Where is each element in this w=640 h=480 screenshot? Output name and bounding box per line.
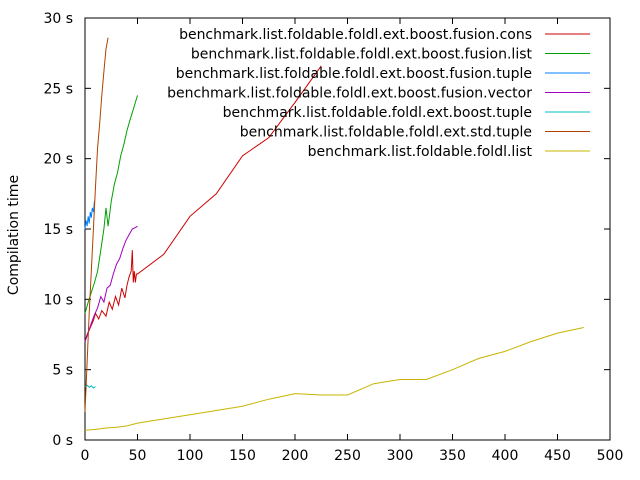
y-tick-label: 5 s bbox=[52, 363, 73, 379]
x-tick-label: 200 bbox=[282, 448, 309, 464]
y-tick-label: 25 s bbox=[43, 81, 73, 97]
legend-label: benchmark.list.foldable.foldl.ext.std.tu… bbox=[240, 125, 532, 141]
x-tick-label: 150 bbox=[229, 448, 256, 464]
y-tick-label: 10 s bbox=[43, 292, 73, 308]
legend-label: benchmark.list.foldable.foldl.list bbox=[308, 144, 533, 160]
legend-label: benchmark.list.foldable.foldl.ext.boost.… bbox=[179, 27, 532, 43]
x-tick-label: 250 bbox=[334, 448, 361, 464]
series-line bbox=[84, 200, 95, 230]
legend-label: benchmark.list.foldable.foldl.ext.boost.… bbox=[223, 105, 532, 121]
x-tick-label: 400 bbox=[492, 448, 519, 464]
x-tick-label: 50 bbox=[129, 448, 147, 464]
y-tick-label: 20 s bbox=[43, 152, 73, 168]
plot-area: 0 50 100 150 200 250 300 350 400 450 500 0 s 5 s 10 s… bbox=[43, 11, 623, 464]
series-line bbox=[84, 65, 322, 342]
series-line bbox=[84, 37, 109, 412]
x-tick-label: 0 bbox=[81, 448, 90, 464]
legend-label: benchmark.list.foldable.foldl.ext.boost.… bbox=[191, 47, 533, 63]
x-tick-label: 450 bbox=[544, 448, 571, 464]
y-tick-label: 15 s bbox=[43, 222, 73, 238]
x-tick-label: 350 bbox=[439, 448, 466, 464]
y-axis-label: Compilation time bbox=[6, 175, 22, 295]
y-tick-label: 0 s bbox=[52, 433, 73, 449]
legend-label: benchmark.list.foldable.foldl.ext.boost.… bbox=[176, 66, 532, 82]
x-tick-label: 500 bbox=[597, 448, 624, 464]
x-tick-label: 100 bbox=[177, 448, 204, 464]
series-line bbox=[84, 225, 138, 342]
series-line bbox=[84, 384, 96, 389]
series-line bbox=[84, 95, 138, 314]
series-line bbox=[84, 327, 584, 431]
x-tick-label: 300 bbox=[387, 448, 414, 464]
y-tick-label: 30 s bbox=[43, 11, 73, 27]
legend-label: benchmark.list.foldable.foldl.ext.boost.… bbox=[167, 86, 532, 102]
